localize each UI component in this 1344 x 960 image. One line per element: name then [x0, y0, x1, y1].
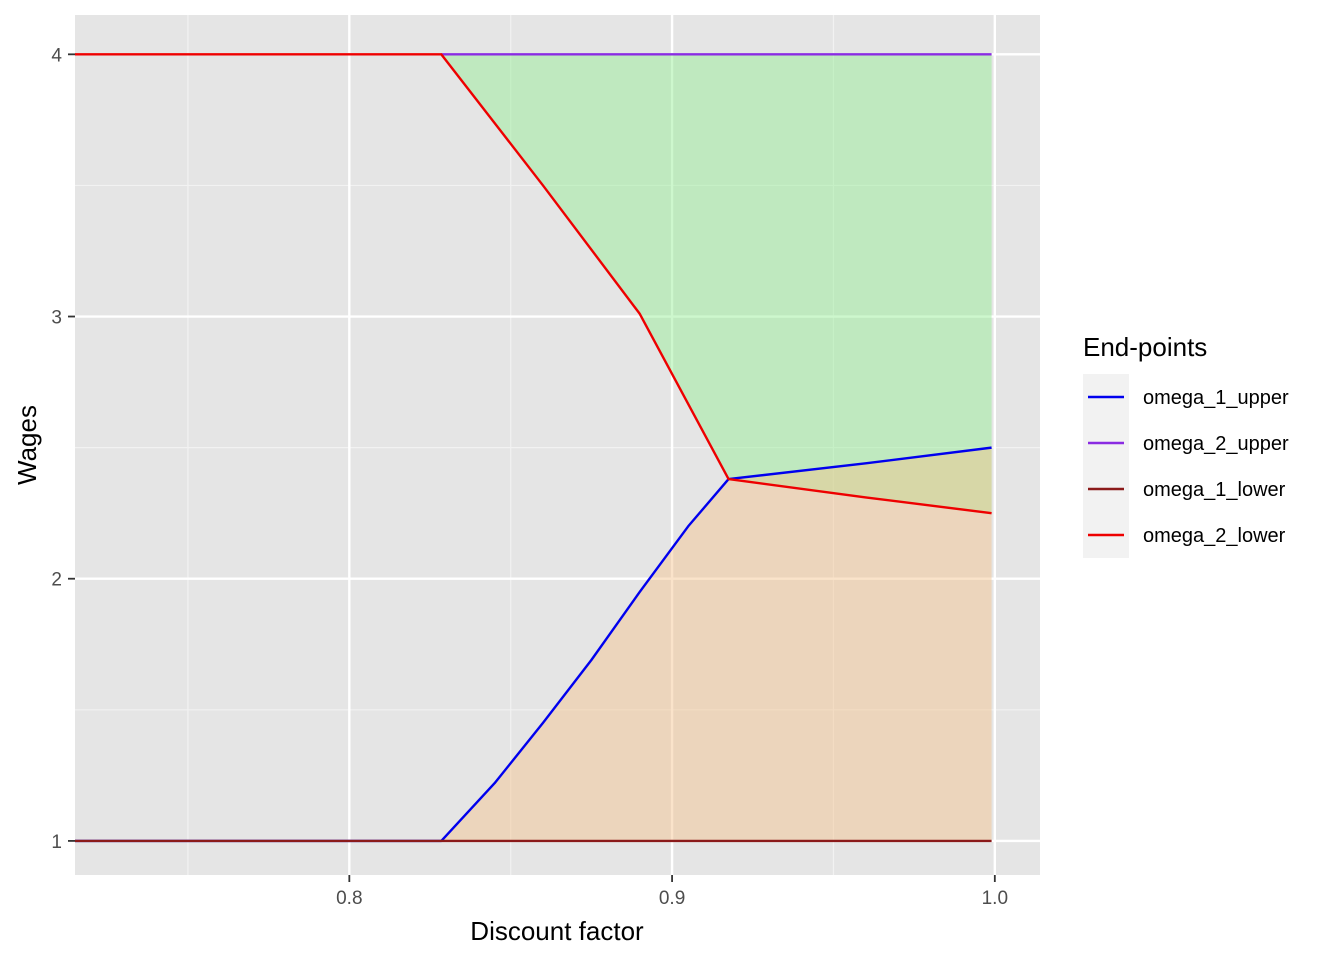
x-axis-title: Discount factor [470, 916, 644, 946]
legend-label-omega-1-upper: omega_1_upper [1143, 387, 1289, 409]
x-tick-labels: 0.8 0.9 1.0 [336, 888, 1008, 909]
y-tick-label: 1 [51, 832, 62, 853]
x-tick-label: 0.9 [659, 888, 685, 909]
series-line-omega-2-lower [75, 53, 992, 515]
legend-title: End-points [1083, 332, 1207, 362]
legend-label-omega-2-lower: omega_2_lower [1143, 525, 1286, 547]
y-tick-labels: 1 2 3 4 [51, 45, 62, 853]
axis-ticks [68, 53, 996, 882]
y-tick-label: 4 [51, 45, 62, 66]
shaded-regions [441, 54, 992, 841]
x-tick-label: 1.0 [982, 888, 1008, 909]
y-axis-title: Wages [12, 405, 42, 485]
shaded-region-1 [441, 54, 992, 514]
series-lines [75, 53, 992, 843]
series-line-omega-1-upper [75, 446, 992, 843]
legend-label-omega-2-upper: omega_2_upper [1143, 433, 1289, 455]
y-tick-label: 3 [51, 308, 62, 329]
plot-panel [75, 15, 1040, 875]
y-tick-label: 2 [51, 570, 62, 591]
x-tick-label: 0.8 [336, 888, 362, 909]
legend-keys-background [1083, 374, 1129, 558]
legend-label-omega-1-lower: omega_1_lower [1143, 479, 1286, 501]
shaded-region-2 [441, 447, 992, 841]
legend: End-points omega_1_upper omega_2_upperome… [1083, 332, 1289, 558]
